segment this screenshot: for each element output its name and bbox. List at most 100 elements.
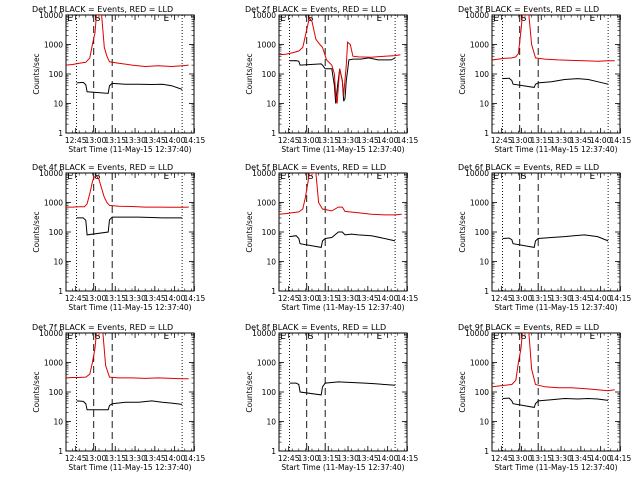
panel-title: Det 1f BLACK = Events, RED = LLD bbox=[32, 5, 173, 14]
y-axis-label: Counts/sec bbox=[458, 371, 467, 412]
x-tick-label: 13:45 bbox=[357, 136, 379, 145]
x-tick-label: 12:45 bbox=[491, 454, 513, 463]
x-tick-label: 12:45 bbox=[65, 454, 87, 463]
y-tick-label: 10000 bbox=[39, 169, 63, 178]
y-tick-label: 100 bbox=[475, 388, 490, 397]
marker-letter-e: E bbox=[589, 172, 595, 182]
series-lld-line bbox=[66, 333, 189, 380]
marker-letter-e: E bbox=[589, 332, 595, 342]
y-tick-label: 1000 bbox=[44, 41, 63, 50]
y-tick-label: 1000 bbox=[257, 359, 276, 368]
y-tick-label: 10 bbox=[266, 258, 276, 267]
plot-frame bbox=[491, 172, 621, 292]
y-tick-label: 1000 bbox=[257, 199, 276, 208]
x-tick-label: 14:15 bbox=[184, 294, 206, 303]
marker-letter-e: E bbox=[280, 332, 286, 342]
plot-frame bbox=[65, 14, 195, 134]
y-tick-label: 100 bbox=[49, 228, 64, 237]
y-axis-label: Counts/sec bbox=[245, 211, 254, 252]
y-tick-label: 1 bbox=[484, 447, 489, 456]
y-tick-label: 1000 bbox=[470, 359, 489, 368]
y-axis-label: Counts/sec bbox=[32, 211, 41, 252]
y-axis-label: Counts/sec bbox=[32, 53, 41, 94]
x-tick-label: 14:00 bbox=[164, 454, 186, 463]
x-tick-label: 12:45 bbox=[65, 294, 87, 303]
plot-frame bbox=[65, 332, 195, 452]
y-tick-label: 10 bbox=[266, 100, 276, 109]
y-tick-label: 1 bbox=[58, 129, 63, 138]
x-tick-label: 14:00 bbox=[590, 454, 612, 463]
x-tick-label: 13:00 bbox=[298, 294, 320, 303]
x-tick-label: 13:15 bbox=[530, 136, 552, 145]
y-tick-label: 100 bbox=[475, 228, 490, 237]
y-tick-label: 10000 bbox=[465, 329, 489, 338]
y-tick-label: 1000 bbox=[257, 41, 276, 50]
x-tick-label: 14:15 bbox=[397, 454, 419, 463]
x-tick-label: 13:15 bbox=[104, 454, 126, 463]
y-tick-label: 100 bbox=[49, 388, 64, 397]
y-tick-label: 1 bbox=[58, 287, 63, 296]
plot-frame bbox=[491, 14, 621, 134]
y-tick-label: 1000 bbox=[470, 41, 489, 50]
x-tick-label: 14:15 bbox=[610, 294, 632, 303]
x-tick-label: 13:15 bbox=[104, 294, 126, 303]
marker-letter-e: E bbox=[493, 14, 499, 24]
x-tick-label: 13:45 bbox=[144, 294, 166, 303]
y-tick-label: 10 bbox=[266, 418, 276, 427]
x-tick-label: 12:45 bbox=[278, 454, 300, 463]
marker-letter-e: E bbox=[67, 332, 73, 342]
panel-title: Det 8f BLACK = Events, RED = LLD bbox=[245, 323, 386, 332]
y-tick-label: 10000 bbox=[252, 329, 276, 338]
x-tick-label: 13:30 bbox=[550, 454, 572, 463]
x-tick-label: 14:15 bbox=[610, 454, 632, 463]
x-tick-label: 13:15 bbox=[530, 294, 552, 303]
plot-frame bbox=[491, 332, 621, 452]
series-events-line bbox=[76, 216, 183, 236]
y-tick-label: 100 bbox=[262, 70, 277, 79]
x-tick-label: 13:00 bbox=[298, 454, 320, 463]
marker-letter-e: E bbox=[376, 172, 382, 182]
x-axis-label: Start Time (11-May-15 12:37:40) bbox=[281, 463, 404, 472]
x-tick-label: 13:45 bbox=[144, 136, 166, 145]
x-tick-label: 13:45 bbox=[357, 454, 379, 463]
x-axis-label: Start Time (11-May-15 12:37:40) bbox=[494, 145, 617, 154]
panel-title: Det 2f BLACK = Events, RED = LLD bbox=[245, 5, 386, 14]
marker-letter-e: E bbox=[493, 172, 499, 182]
plot-frame bbox=[278, 172, 408, 292]
x-tick-label: 13:15 bbox=[317, 454, 339, 463]
x-axis-label: Start Time (11-May-15 12:37:40) bbox=[494, 303, 617, 312]
marker-letter-e: E bbox=[67, 172, 73, 182]
series-events-line bbox=[502, 397, 609, 408]
panel-title: Det 5f BLACK = Events, RED = LLD bbox=[245, 163, 386, 172]
plot-frame bbox=[278, 332, 408, 452]
marker-letter-s: S bbox=[308, 332, 314, 342]
series-events-line bbox=[76, 81, 183, 94]
x-tick-label: 13:30 bbox=[124, 454, 146, 463]
panel-det-7: Det 7f BLACK = Events, RED = LLD 1 10 100 10… bbox=[32, 323, 205, 472]
marker-letter-e: E bbox=[589, 14, 595, 24]
panel-title: Det 4f BLACK = Events, RED = LLD bbox=[32, 163, 173, 172]
marker-letter-s: S bbox=[521, 332, 527, 342]
x-tick-label: 14:15 bbox=[397, 136, 419, 145]
y-tick-label: 1 bbox=[271, 447, 276, 456]
x-tick-label: 13:15 bbox=[104, 136, 126, 145]
panel-det-6: Det 6f BLACK = Events, RED = LLD 1 10 100 10… bbox=[458, 163, 631, 312]
x-tick-label: 14:00 bbox=[377, 454, 399, 463]
marker-letter-e: E bbox=[376, 332, 382, 342]
x-tick-label: 13:30 bbox=[337, 294, 359, 303]
x-axis-label: Start Time (11-May-15 12:37:40) bbox=[494, 463, 617, 472]
x-tick-label: 13:45 bbox=[357, 294, 379, 303]
x-axis-label: Start Time (11-May-15 12:37:40) bbox=[281, 145, 404, 154]
series-lld-line bbox=[492, 15, 615, 62]
series-lld-line bbox=[66, 175, 189, 208]
x-tick-label: 14:00 bbox=[377, 136, 399, 145]
x-tick-label: 13:45 bbox=[570, 294, 592, 303]
y-tick-label: 1000 bbox=[44, 199, 63, 208]
x-tick-label: 13:00 bbox=[511, 294, 533, 303]
marker-letter-s: S bbox=[521, 14, 527, 24]
panel-det-3: Det 3f BLACK = Events, RED = LLD 1 10 100 10… bbox=[458, 5, 631, 154]
y-tick-label: 1 bbox=[484, 287, 489, 296]
y-tick-label: 10000 bbox=[465, 11, 489, 20]
y-tick-label: 10 bbox=[53, 258, 63, 267]
marker-letter-e: E bbox=[163, 172, 169, 182]
